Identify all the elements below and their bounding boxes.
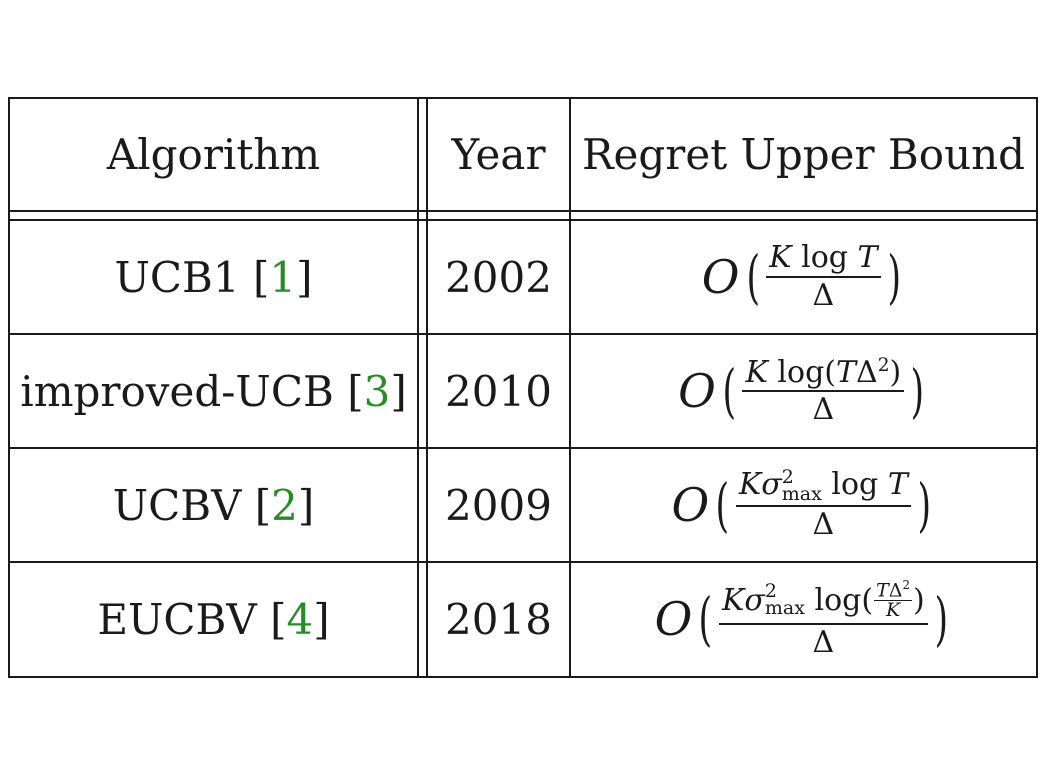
rule-row-1 xyxy=(8,333,1038,335)
citation-link[interactable]: 4 xyxy=(286,595,314,644)
rule-header-b xyxy=(8,219,1038,221)
rule-algo-b xyxy=(426,97,428,678)
row-1-regret: O( K log T Δ ) xyxy=(701,240,901,313)
citation-link[interactable]: 3 xyxy=(363,366,391,416)
rule-year xyxy=(569,97,571,678)
rule-algo-a xyxy=(417,97,419,678)
citation-link[interactable]: 2 xyxy=(271,480,298,530)
row-4-year: 2018 xyxy=(445,595,552,644)
rule-row-3 xyxy=(8,561,1038,563)
rule-right xyxy=(1036,97,1038,678)
row-3-regret: O( Kσ 2 max log T Δ ) xyxy=(671,465,931,543)
rule-left xyxy=(8,97,10,678)
header-algorithm: Algorithm xyxy=(106,130,321,179)
rule-bottom xyxy=(8,676,1038,678)
row-3-year: 2009 xyxy=(445,480,552,530)
header-regret: Regret Upper Bound xyxy=(581,130,1026,179)
regret-table: Algorithm Year Regret Upper Bound UCB1 [… xyxy=(8,97,1038,678)
rule-row-2 xyxy=(8,447,1038,449)
row-1-year: 2002 xyxy=(445,252,552,302)
row-3-algorithm: UCBV [2] xyxy=(112,480,315,530)
row-2-algorithm: improved-UCB [3] xyxy=(20,366,407,416)
rule-top xyxy=(8,97,1038,99)
citation-link[interactable]: 1 xyxy=(269,252,297,302)
rule-header-a xyxy=(8,210,1038,212)
row-1-algorithm: UCB1 [1] xyxy=(114,252,313,302)
row-4-algorithm: EUCBV [4] xyxy=(97,595,330,644)
row-2-year: 2010 xyxy=(445,366,552,416)
header-year: Year xyxy=(451,130,546,179)
row-2-regret: O( K log(TΔ2) Δ ) xyxy=(678,354,925,428)
